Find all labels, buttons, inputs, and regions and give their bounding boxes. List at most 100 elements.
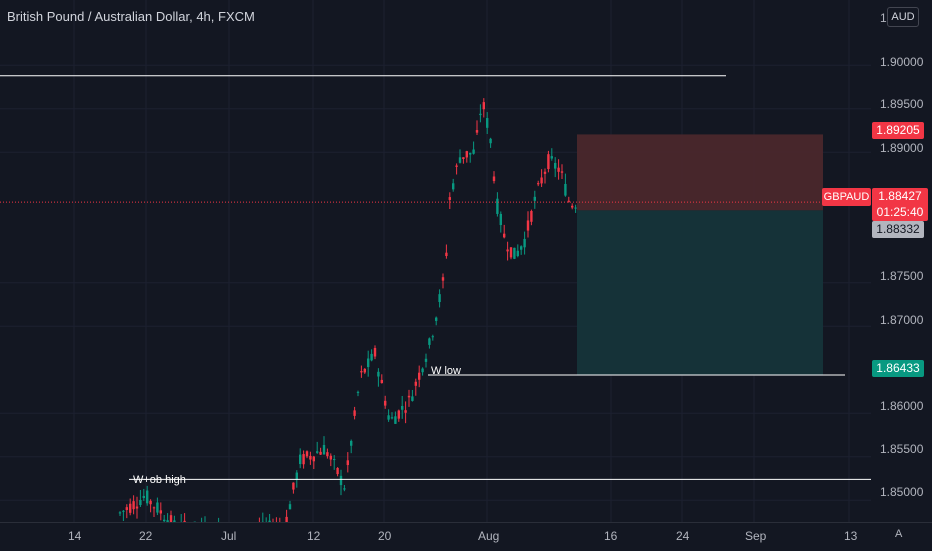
candle-body <box>367 359 369 368</box>
candle-body <box>472 150 474 154</box>
candle-body <box>561 171 563 172</box>
candle-body <box>381 380 383 383</box>
candle-body <box>415 382 417 386</box>
candle-body <box>302 454 304 464</box>
candle-body <box>455 166 457 167</box>
candle-body <box>139 500 141 505</box>
candle-body <box>540 177 542 183</box>
symbol-title[interactable]: British Pound / Australian Dollar, 4h, F… <box>7 9 255 24</box>
time-tick: 20 <box>378 529 391 543</box>
candle-body <box>143 496 145 498</box>
chart-area[interactable]: British Pound / Australian Dollar, 4h, F… <box>0 0 871 522</box>
symbol-badge: GBPAUD <box>822 188 871 206</box>
candle-body <box>513 248 515 259</box>
candle-body <box>350 441 352 446</box>
wob-high-label: W+ob high <box>133 474 186 486</box>
candle-body <box>500 214 502 225</box>
time-tick: Aug <box>478 529 499 543</box>
candle-body <box>387 415 389 419</box>
candle-body <box>442 277 444 280</box>
candle-body <box>547 154 549 169</box>
candle-body <box>520 246 522 249</box>
candle-body <box>149 501 151 504</box>
time-tick: Jul <box>221 529 236 543</box>
candle-body <box>313 457 315 462</box>
candle-body <box>483 102 485 109</box>
take-profit-zone <box>577 210 823 375</box>
candle-body <box>129 504 131 513</box>
current-price-value: 1.88427 <box>872 188 928 204</box>
candle-body <box>496 199 498 214</box>
stop-loss-price-badge: 1.89205 <box>872 122 924 139</box>
candle-body <box>459 157 461 162</box>
time-tick: 14 <box>68 529 81 543</box>
currency-button[interactable]: AUD <box>887 7 919 27</box>
candle-body <box>347 460 349 465</box>
candle-body <box>296 473 298 480</box>
price-tick: 1.86000 <box>880 399 923 413</box>
candle-body <box>146 491 148 504</box>
candle-body <box>564 184 566 196</box>
candle-body <box>551 156 553 158</box>
current-price-badge: 1.88427 01:25:40 <box>872 188 928 221</box>
candle-body <box>466 151 468 157</box>
candle-body <box>418 373 420 380</box>
candle-body <box>438 294 440 302</box>
candle-body <box>428 338 430 344</box>
candle-body <box>384 401 386 406</box>
candle-body <box>136 507 138 509</box>
candle-body <box>309 456 311 460</box>
candle-body <box>340 476 342 485</box>
price-tick: 1.85000 <box>880 485 923 499</box>
candle-body <box>299 455 301 464</box>
candle-body <box>503 234 505 238</box>
price-tick-partial: 1 <box>880 11 887 25</box>
price-tick: 1.85500 <box>880 442 923 456</box>
candle-body <box>510 247 512 257</box>
candle-body <box>449 197 451 200</box>
price-scale[interactable]: 1 1.90000 1.89500 1.89000 1.87500 1.8700… <box>871 0 932 522</box>
bar-countdown: 01:25:40 <box>872 204 928 220</box>
candle-body <box>343 488 345 489</box>
candle-body <box>432 336 434 337</box>
candle-body <box>170 515 172 522</box>
candle-body <box>119 512 121 513</box>
candle-body <box>469 153 471 155</box>
time-tick: 16 <box>604 529 617 543</box>
candle-body <box>476 130 478 133</box>
candle-body <box>316 451 318 453</box>
candle-body <box>557 168 559 172</box>
time-tick: 13 <box>844 529 857 543</box>
candle-body <box>537 183 539 184</box>
candle-body <box>323 445 325 454</box>
candle-body <box>289 504 291 509</box>
candle-body <box>435 318 437 321</box>
candle-body <box>571 206 573 208</box>
candle-body <box>163 520 165 521</box>
candle-body <box>479 114 481 115</box>
candle-body <box>364 369 366 373</box>
entry-price-badge: 1.88332 <box>872 221 924 238</box>
candle-body <box>391 417 393 418</box>
candle-body <box>408 396 410 398</box>
candle-body <box>336 468 338 474</box>
time-scale[interactable]: 14 22 Jul 12 20 Aug 16 24 Sep 13 <box>0 522 932 551</box>
candle-body <box>370 354 372 360</box>
candle-body <box>452 183 454 189</box>
auto-scale-button[interactable]: A <box>895 528 902 540</box>
candle-body <box>160 510 162 513</box>
candle-body <box>554 163 556 169</box>
candle-body <box>523 239 525 247</box>
candle-body <box>333 459 335 460</box>
candle-body <box>401 406 403 410</box>
candlestick-chart[interactable] <box>0 0 871 522</box>
candle-body <box>425 359 427 362</box>
candle-body <box>574 208 576 209</box>
time-tick: 12 <box>307 529 320 543</box>
candle-body <box>530 211 532 222</box>
candle-body <box>517 251 519 256</box>
candle-body <box>489 139 491 143</box>
candle-body <box>306 451 308 456</box>
w-low-label: W low <box>431 365 461 377</box>
candle-body <box>421 369 423 373</box>
